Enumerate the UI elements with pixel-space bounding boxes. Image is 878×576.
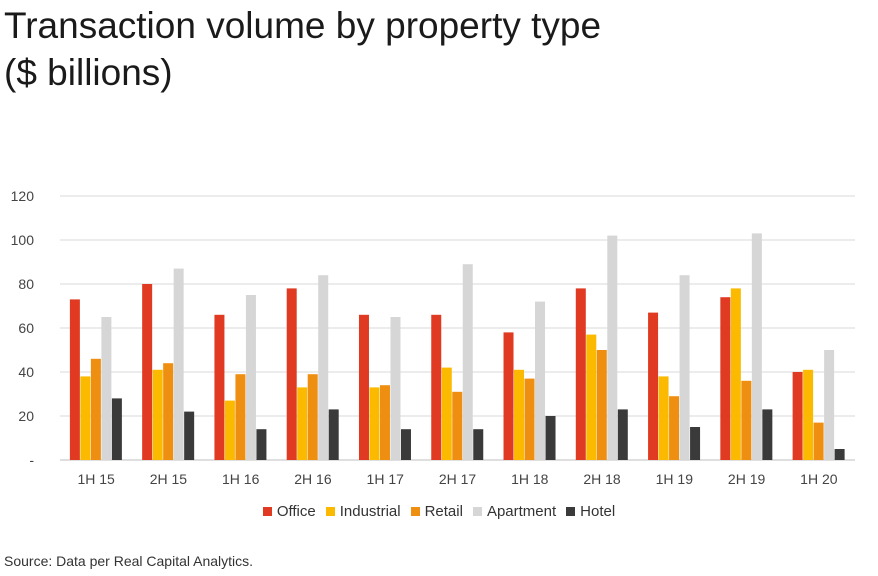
bar-industrial-2h-18 <box>586 334 597 460</box>
bar-retail-1h-16 <box>235 374 246 460</box>
y-tick-label: - <box>29 452 34 468</box>
bar-apartment-1h-19 <box>679 275 690 460</box>
x-tick-label: 1H 19 <box>656 471 694 487</box>
bar-office-2h-17 <box>431 314 442 460</box>
bar-office-1h-15 <box>69 299 80 460</box>
bar-industrial-1h-19 <box>658 376 669 460</box>
bar-retail-2h-15 <box>163 363 174 460</box>
bar-hotel-2h-17 <box>473 429 484 460</box>
legend-item-industrial: Industrial <box>325 503 401 520</box>
bar-industrial-2h-19 <box>730 288 741 460</box>
y-tick-label: 60 <box>18 320 34 336</box>
bar-apartment-1h-18 <box>535 301 546 460</box>
bar-retail-1h-19 <box>669 396 680 460</box>
x-tick-label: 1H 17 <box>367 471 405 487</box>
bar-hotel-1h-20 <box>834 449 845 460</box>
x-tick-label: 2H 16 <box>294 471 332 487</box>
bar-hotel-1h-19 <box>690 427 701 460</box>
x-tick-label: 1H 20 <box>800 471 838 487</box>
bar-office-2h-15 <box>142 284 153 460</box>
bar-retail-2h-19 <box>741 380 752 460</box>
legend-label: Office <box>276 503 316 520</box>
bar-retail-2h-17 <box>452 391 463 460</box>
legend-swatch <box>262 507 272 516</box>
y-tick-label: 20 <box>18 408 34 424</box>
bar-apartment-2h-17 <box>462 264 473 460</box>
bar-industrial-2h-17 <box>441 367 452 460</box>
bar-hotel-2h-16 <box>328 409 339 460</box>
legend-item-hotel: Hotel <box>566 503 615 520</box>
bar-retail-2h-18 <box>596 350 607 460</box>
chart-legend: Office Industrial Retail Apartment Hotel <box>0 503 878 520</box>
legend-item-office: Office <box>262 503 316 520</box>
legend-item-retail: Retail <box>410 503 463 520</box>
bar-hotel-1h-17 <box>400 429 411 460</box>
bar-apartment-2h-15 <box>173 268 184 460</box>
x-tick-label: 1H 16 <box>222 471 260 487</box>
y-tick-label: 80 <box>18 276 34 292</box>
legend-label: Apartment <box>486 503 557 520</box>
bar-hotel-2h-19 <box>762 409 773 460</box>
bar-retail-1h-18 <box>524 378 535 460</box>
x-tick-label: 1H 15 <box>77 471 115 487</box>
legend-swatch <box>566 507 576 516</box>
x-tick-label: 2H 19 <box>728 471 766 487</box>
bar-office-1h-19 <box>648 312 659 460</box>
bar-hotel-1h-16 <box>256 429 267 460</box>
bar-apartment-2h-19 <box>751 233 762 460</box>
legend-swatch <box>325 507 335 516</box>
legend-item-apartment: Apartment <box>472 503 557 520</box>
bar-apartment-2h-18 <box>607 235 618 460</box>
bar-hotel-1h-15 <box>111 398 122 460</box>
bar-hotel-1h-18 <box>545 416 556 460</box>
bar-apartment-1h-16 <box>245 295 256 460</box>
bar-hotel-2h-15 <box>184 411 195 460</box>
x-tick-label: 2H 17 <box>439 471 477 487</box>
y-tick-label: 40 <box>18 364 34 380</box>
bar-apartment-1h-20 <box>824 350 835 460</box>
bar-office-1h-17 <box>358 314 369 460</box>
legend-swatch <box>472 507 482 516</box>
bar-industrial-1h-15 <box>80 376 91 460</box>
bar-hotel-2h-18 <box>617 409 628 460</box>
bar-office-1h-16 <box>214 314 225 460</box>
y-tick-label: 100 <box>11 232 35 248</box>
source-note: Source: Data per Real Capital Analytics. <box>4 553 254 569</box>
bar-industrial-2h-16 <box>297 387 308 460</box>
bar-retail-2h-16 <box>307 374 318 460</box>
y-tick-label: 120 <box>11 188 35 204</box>
legend-swatch <box>410 507 420 516</box>
bar-apartment-1h-15 <box>101 317 112 460</box>
bar-industrial-1h-17 <box>369 387 380 460</box>
chart-title: Transaction volume by property type ($ b… <box>4 5 602 93</box>
bar-retail-1h-20 <box>813 422 824 460</box>
bar-office-2h-18 <box>575 288 586 460</box>
bar-industrial-2h-15 <box>152 369 163 460</box>
legend-label: Retail <box>424 503 463 520</box>
bar-office-2h-19 <box>720 297 731 460</box>
x-tick-label: 1H 18 <box>511 471 549 487</box>
bar-apartment-1h-17 <box>390 317 401 460</box>
bar-industrial-1h-18 <box>514 369 525 460</box>
bar-office-1h-18 <box>503 332 514 460</box>
bar-retail-1h-17 <box>379 385 390 460</box>
bar-retail-1h-15 <box>90 358 101 460</box>
bar-apartment-2h-16 <box>318 275 329 460</box>
bar-office-2h-16 <box>286 288 297 460</box>
legend-label: Industrial <box>339 503 401 520</box>
legend-label: Hotel <box>580 503 616 520</box>
bar-industrial-1h-16 <box>224 400 235 460</box>
x-tick-label: 2H 18 <box>583 471 621 487</box>
bar-office-1h-20 <box>792 372 803 460</box>
bar-industrial-1h-20 <box>803 369 814 460</box>
x-tick-label: 2H 15 <box>150 471 188 487</box>
